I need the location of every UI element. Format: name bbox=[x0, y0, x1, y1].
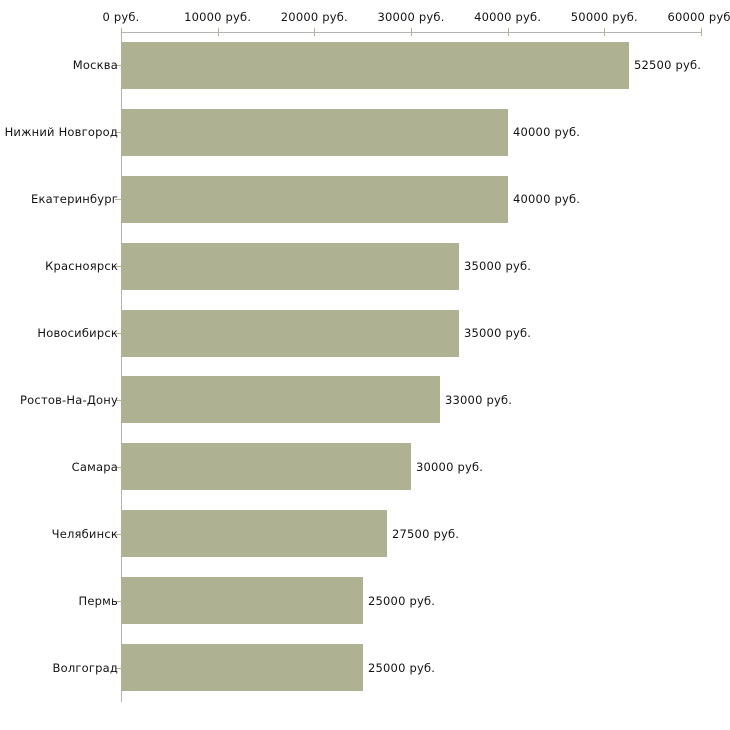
x-axis-tick-label: 40000 руб. bbox=[474, 10, 542, 24]
bar-value-label: 25000 руб. bbox=[368, 593, 436, 608]
category-label: Красноярск bbox=[45, 259, 118, 274]
bar-value-label: 35000 руб. bbox=[464, 259, 532, 274]
y-axis-tick bbox=[115, 467, 122, 468]
x-axis-tick-label: 50000 руб. bbox=[570, 10, 638, 24]
bar-value-label: 40000 руб. bbox=[513, 125, 581, 140]
x-axis-tick bbox=[604, 28, 606, 36]
y-axis-tick bbox=[115, 400, 122, 401]
category-label: Новосибирск bbox=[37, 326, 118, 341]
bar[interactable] bbox=[121, 109, 508, 156]
bar-value-label: 40000 руб. bbox=[513, 192, 581, 207]
bar-value-label: 27500 руб. bbox=[392, 526, 460, 541]
bar-value-label: 25000 руб. bbox=[368, 660, 436, 675]
bar-value-label: 33000 руб. bbox=[445, 392, 513, 407]
category-label: Челябинск bbox=[51, 526, 118, 541]
y-axis-line bbox=[121, 32, 122, 702]
y-axis-tick bbox=[115, 534, 122, 535]
x-axis-tick bbox=[217, 28, 219, 36]
bar[interactable] bbox=[121, 443, 411, 490]
bar-value-label: 52500 руб. bbox=[634, 58, 702, 73]
bar[interactable] bbox=[121, 644, 363, 691]
category-label: Ростов-На-Дону bbox=[20, 392, 118, 407]
x-axis-tick bbox=[701, 28, 702, 36]
category-label: Самара bbox=[71, 459, 118, 474]
bar[interactable] bbox=[121, 310, 459, 357]
category-label: Нижний Новгород bbox=[4, 125, 118, 140]
x-axis-tick-label: 20000 руб. bbox=[280, 10, 348, 24]
x-axis-tick bbox=[121, 28, 122, 36]
x-axis-tick bbox=[411, 28, 412, 36]
y-axis-tick bbox=[115, 199, 122, 200]
bar[interactable] bbox=[121, 176, 508, 223]
y-axis-tick bbox=[115, 65, 122, 66]
category-label: Москва bbox=[72, 58, 118, 73]
bar-value-label: 35000 руб. bbox=[464, 326, 532, 341]
x-axis-tick-label: 10000 руб. bbox=[184, 10, 252, 24]
y-axis-tick bbox=[115, 132, 122, 133]
y-axis-tick bbox=[115, 601, 122, 602]
y-axis-tick bbox=[115, 333, 122, 334]
bar[interactable] bbox=[121, 243, 459, 290]
x-axis-tick-label: 30000 руб. bbox=[377, 10, 445, 24]
bar-value-label: 30000 руб. bbox=[416, 459, 484, 474]
bar[interactable] bbox=[121, 376, 440, 423]
x-axis-tick-label: 60000 руб. bbox=[667, 10, 730, 24]
y-axis-tick bbox=[115, 266, 122, 267]
category-label: Екатеринбург bbox=[31, 192, 118, 207]
y-axis-tick bbox=[115, 668, 122, 669]
bar[interactable] bbox=[121, 577, 363, 624]
category-label: Пермь bbox=[78, 593, 118, 608]
x-axis-tick bbox=[314, 28, 316, 36]
x-axis-tick bbox=[507, 28, 509, 36]
bar[interactable] bbox=[121, 42, 629, 89]
bar[interactable] bbox=[121, 510, 387, 557]
category-label: Волгоград bbox=[52, 660, 118, 675]
x-axis-tick-label: 0 руб. bbox=[102, 10, 140, 24]
